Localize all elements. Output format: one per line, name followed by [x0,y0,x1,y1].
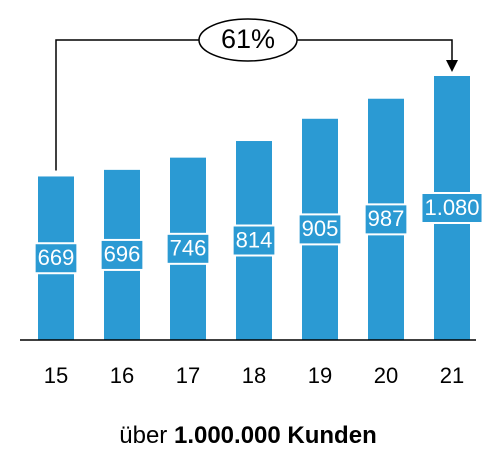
value-label: 987 [368,206,405,231]
value-label: 669 [38,245,75,270]
x-tick-label: 16 [110,363,134,388]
x-tick-label: 18 [242,363,266,388]
value-label: 746 [170,236,207,261]
value-label-box [33,242,79,275]
value-label: 814 [236,227,273,252]
x-tick-label: 19 [308,363,332,388]
value-label-box [165,232,211,265]
value-label: 696 [104,242,141,267]
annotation-text: 61% [221,24,275,54]
caption-prefix: über [119,422,167,449]
value-label-box [231,224,277,257]
value-label: 1.080 [424,195,479,220]
x-tick-label: 17 [176,363,200,388]
x-tick-label: 15 [44,363,68,388]
value-label-box [297,213,343,246]
value-label-box [99,238,145,271]
value-label-box [363,203,409,236]
annotation-arrow [446,60,458,72]
caption: über 1.000.000 Kunden [119,422,376,449]
x-tick-label: 20 [374,363,398,388]
value-label: 905 [302,216,339,241]
caption-emphasis: 1.000.000 Kunden [174,422,377,449]
x-tick-label: 21 [440,363,464,388]
annotation-bubble [198,18,298,62]
value-label-box [420,192,484,224]
